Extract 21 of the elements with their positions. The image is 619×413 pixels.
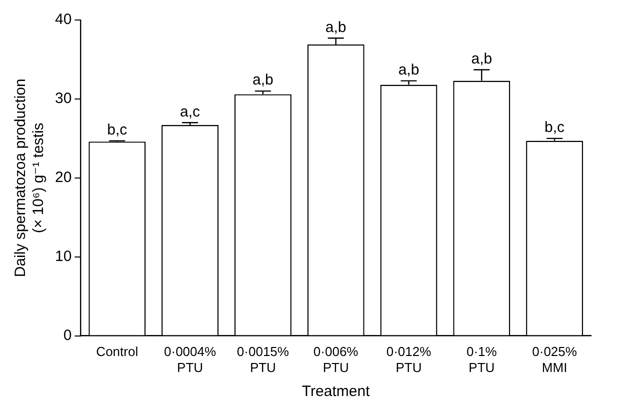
y-tick-label: 0 [63,326,72,344]
x-axis-title: Treatment [302,383,371,400]
x-tick-label: 0·0015% PTU [236,344,290,375]
annotation: a,b [471,50,492,68]
x-tick-label: 0·025% MMI [532,344,578,375]
annotation: a,c [180,103,201,120]
annotation: a,b [252,72,274,89]
x-tick-label: 0·012% PTU [386,344,432,375]
annotation: a,b [398,61,420,78]
x-tick-label: Control [96,344,138,360]
y-axis-title: Daily spermatozoa production (× 10⁶) g⁻¹ testis [12,78,48,278]
annotation: b,c [107,121,128,138]
y-tick-label: 30 [54,90,72,108]
x-tick-label: 0·006% PTU [313,344,359,375]
x-tick-label: 0·0004% PTU [164,344,216,375]
y-tick-label: 10 [54,248,72,265]
y-tick-label: 40 [54,11,72,28]
annotation: a,b [325,18,346,36]
x-tick-label: 0·1% PTU [466,344,498,375]
annotation: b,c [544,119,566,136]
y-tick-label: 20 [54,169,72,186]
